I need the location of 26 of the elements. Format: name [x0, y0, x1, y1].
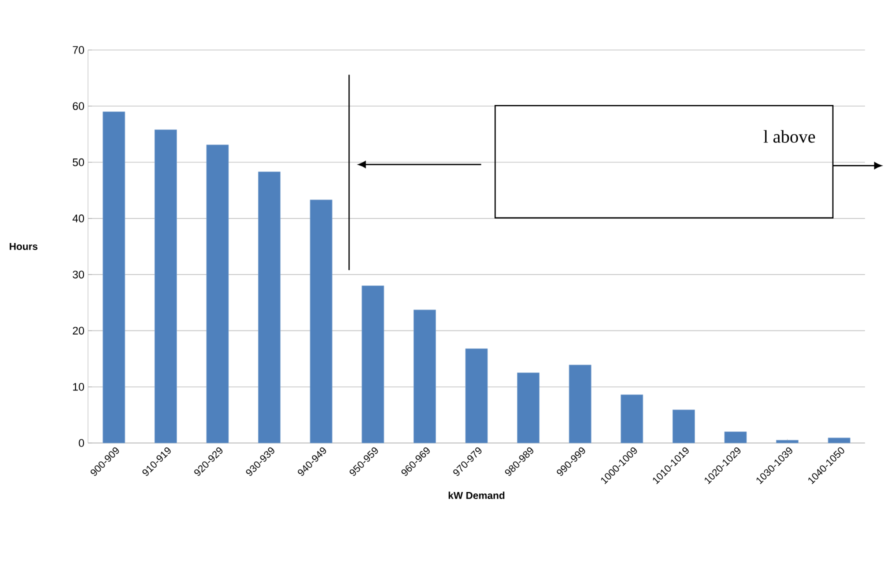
bar	[672, 410, 695, 444]
bar	[362, 286, 384, 444]
y-tick-label: 60	[72, 102, 84, 110]
bar	[206, 144, 229, 444]
y-tick-label: 20	[72, 326, 84, 335]
y-tick-label: 70	[72, 46, 84, 54]
bar	[258, 172, 281, 444]
bar	[724, 432, 747, 444]
y-tick-label: 30	[72, 270, 84, 278]
y-axis-title: Hours	[10, 243, 38, 250]
y-tick-label: 0	[78, 439, 84, 447]
bar	[102, 112, 126, 444]
bar	[776, 440, 799, 444]
bar	[414, 310, 436, 444]
y-tick-label: 10	[73, 382, 84, 391]
bar	[620, 394, 644, 444]
bar	[828, 438, 850, 444]
x-axis-title: kW Demand	[448, 492, 504, 499]
y-tick-label: 40	[72, 214, 84, 222]
bar	[517, 372, 540, 444]
bar	[154, 130, 177, 444]
annotation: l above	[764, 130, 815, 143]
bar	[310, 200, 332, 444]
y-tick-label: 50	[72, 158, 84, 166]
bar	[465, 348, 488, 444]
bar	[568, 364, 592, 444]
